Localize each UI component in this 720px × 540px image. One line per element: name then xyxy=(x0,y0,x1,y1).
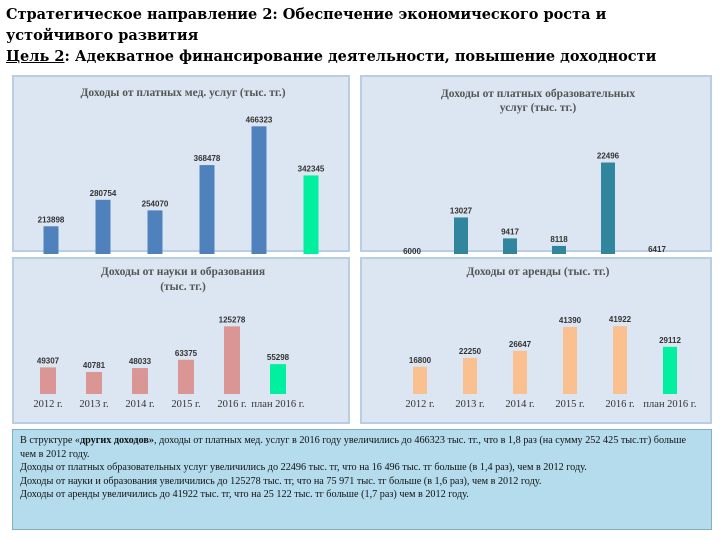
bar xyxy=(601,162,615,254)
data-label: 55298 xyxy=(267,353,290,362)
chart-medical-services: Доходы от платных мед. услуг (тыс. тг.) 2… xyxy=(12,75,350,254)
chart-svg: Доходы от науки и образования (тыс. тг.) 4… xyxy=(33,266,304,410)
bar xyxy=(413,366,427,394)
data-label: 29112 xyxy=(659,336,681,345)
data-label: 48033 xyxy=(129,357,152,366)
chart-svg: Доходы от платных мед. услуг (тыс. тг.) 2… xyxy=(38,87,325,254)
x-tick-label: 2015 г. xyxy=(171,399,200,410)
chart-title: (тыс. тг.) xyxy=(160,281,206,293)
bar xyxy=(663,346,677,394)
x-tick-label: 2013 г. xyxy=(455,399,484,410)
bar xyxy=(454,217,468,254)
data-label: 213898 xyxy=(38,215,65,224)
page-header: Стратегическое направление 2: Обеспечени… xyxy=(6,4,714,67)
bar xyxy=(613,326,627,394)
chart-rent: Доходы от аренды (тыс. тг.) 16800 2012 г. 2… xyxy=(360,257,712,424)
bar xyxy=(199,165,215,254)
chart-title: Доходы от аренды (тыс. тг.) xyxy=(466,266,609,278)
x-tick-label: 2014 г. xyxy=(125,399,154,410)
bar xyxy=(43,226,59,254)
data-label: 22496 xyxy=(597,152,620,161)
chart-title: услуг (тыс. тг.) xyxy=(500,102,577,114)
data-label: 9417 xyxy=(501,227,519,236)
bar xyxy=(463,357,477,394)
data-label: 41922 xyxy=(609,315,632,324)
strategic-direction-title: Стратегическое направление 2: Обеспечени… xyxy=(6,6,607,44)
bar xyxy=(178,359,194,394)
x-tick-label: 2013 г. xyxy=(79,399,108,410)
data-label: 342345 xyxy=(298,164,325,173)
data-label: 16800 xyxy=(409,356,432,365)
bar xyxy=(132,368,148,394)
data-label: 22250 xyxy=(459,347,482,356)
summary-bold-text: других доходов» xyxy=(79,435,154,446)
x-tick-label: план 2016 г. xyxy=(643,399,696,410)
bar xyxy=(95,199,111,254)
bar xyxy=(552,245,566,254)
summary-text-box: В структуре «других доходов», доходы от … xyxy=(12,429,712,530)
data-label: 41390 xyxy=(559,316,582,325)
data-label: 6000 xyxy=(403,247,421,254)
data-label: 254070 xyxy=(142,199,169,208)
x-tick-label: 2012 г. xyxy=(33,399,62,410)
data-label: 63375 xyxy=(175,349,198,358)
bar xyxy=(303,175,319,254)
x-tick-label: 2012 г. xyxy=(405,399,434,410)
chart-educational-services: Доходы от платных образовательных услуг (… xyxy=(360,75,712,254)
chart-title: Доходы от платных мед. услуг (тыс. тг.) xyxy=(80,87,285,99)
bar xyxy=(147,210,163,254)
chart-title: Доходы от науки и образования xyxy=(101,266,265,278)
bar xyxy=(513,350,527,394)
summary-paragraph-2: Доходы от платных образовательных услуг … xyxy=(20,462,587,474)
x-tick-label: 2016 г. xyxy=(605,399,634,410)
chart-svg: Доходы от платных образовательных услуг (… xyxy=(403,88,666,254)
summary-paragraph-4: Доходы от аренды увеличились до 41922 ты… xyxy=(20,489,469,501)
chart-title: Доходы от платных образовательных xyxy=(441,88,636,100)
summary-paragraph-3: Доходы от науки и образования увеличилис… xyxy=(20,475,542,487)
data-label: 368478 xyxy=(194,154,221,163)
data-label: 26647 xyxy=(509,340,532,349)
data-label: 8118 xyxy=(550,235,568,244)
bar xyxy=(40,367,56,394)
x-tick-label: план 2016 г. xyxy=(251,399,304,410)
summary-text: , доходы от платных мед. услуг в 2016 го… xyxy=(20,435,687,460)
summary-text: В структуре « xyxy=(20,435,80,446)
x-tick-label: 2016 г. xyxy=(217,399,246,410)
summary-paragraph-1: В структуре «других доходов», доходы от … xyxy=(20,434,704,461)
x-tick-label: 2015 г. xyxy=(555,399,584,410)
chart-svg: Доходы от аренды (тыс. тг.) 16800 2012 г. 2… xyxy=(405,266,696,410)
goal-line: Цель 2: Адекватное финансирование деятел… xyxy=(6,46,714,67)
data-label: 125278 xyxy=(219,315,246,324)
bar xyxy=(503,238,517,254)
data-label: 49307 xyxy=(37,356,60,365)
bar xyxy=(251,126,267,254)
data-label: 466323 xyxy=(246,115,273,124)
bar xyxy=(563,326,577,394)
bar xyxy=(224,326,240,394)
goal-label: Цель 2 xyxy=(6,48,65,65)
x-tick-label: 2014 г. xyxy=(505,399,534,410)
data-label: 280754 xyxy=(90,189,117,198)
bar xyxy=(270,364,286,394)
data-label: 6417 xyxy=(648,245,666,254)
bar xyxy=(86,371,102,394)
data-label: 13027 xyxy=(450,206,473,215)
goal-text: : Адекватное финансирование деятельности… xyxy=(64,48,657,65)
chart-science-education: Доходы от науки и образования (тыс. тг.) 4… xyxy=(12,257,350,424)
data-label: 40781 xyxy=(83,361,106,370)
